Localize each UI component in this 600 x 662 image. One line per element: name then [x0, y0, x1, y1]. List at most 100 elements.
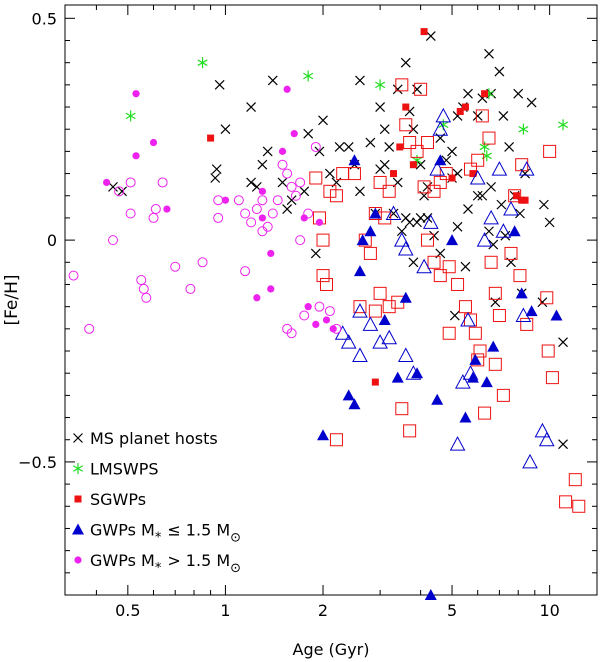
data-point: [442, 326, 456, 340]
x-tick-label: 5: [447, 601, 457, 620]
data-point: [462, 365, 479, 380]
data-point: [522, 453, 538, 469]
data-point: [476, 232, 493, 247]
data-point: [456, 107, 464, 115]
data-point: [125, 177, 136, 188]
data-point: [148, 212, 159, 223]
y-tick-label: −0.5: [18, 453, 57, 472]
data-point: [352, 347, 368, 362]
data-point: [496, 199, 507, 210]
data-point: [492, 309, 506, 323]
data-point: [471, 153, 485, 167]
data-point: [515, 307, 532, 323]
data-point: [68, 270, 79, 281]
data-point: [336, 167, 350, 181]
data-point: [312, 320, 320, 328]
data-point: [303, 128, 314, 139]
legend-label: LMSWPS: [90, 460, 159, 479]
data-point: [246, 217, 257, 228]
data-point: [463, 204, 473, 214]
data-point: [534, 422, 551, 438]
data-point: [494, 66, 505, 77]
data-point: [408, 257, 419, 268]
data-point: [368, 304, 382, 318]
data-point: [540, 291, 554, 305]
data-point: [488, 239, 499, 250]
data-point: [355, 186, 365, 197]
data-point: [504, 142, 515, 152]
data-point: [442, 260, 456, 274]
data-point: [420, 136, 434, 150]
data-point: [365, 137, 376, 148]
data-point: [446, 234, 459, 246]
data-point: [258, 214, 266, 222]
x-tick-label: 10: [539, 601, 559, 620]
data-point: [559, 495, 573, 509]
data-point: [257, 195, 268, 206]
data-point: [416, 258, 432, 274]
data-point: [324, 168, 335, 179]
data-point: [381, 329, 398, 345]
data-point: [277, 159, 288, 170]
data-point: [272, 195, 283, 206]
data-point: [488, 357, 502, 371]
data-point: [358, 233, 372, 247]
data-point: [414, 82, 428, 96]
data-point: [558, 439, 568, 450]
data-point: [290, 190, 301, 201]
data-point: [538, 431, 555, 447]
data-point: [267, 75, 278, 86]
data-point: [355, 75, 365, 86]
data-point: [283, 85, 291, 93]
data-point: [197, 57, 208, 69]
data-point: [396, 226, 407, 237]
data-point: [572, 499, 586, 513]
x-tick-label: 2: [318, 601, 328, 620]
data-point: [477, 190, 488, 201]
data-point: [486, 181, 497, 192]
data-point: [391, 371, 404, 383]
data-point: [460, 311, 476, 327]
data-point: [433, 269, 447, 283]
data-point: [412, 217, 422, 228]
data-point: [84, 323, 95, 334]
data-point: [277, 177, 288, 188]
data-point: [117, 186, 128, 197]
data-point: [483, 209, 499, 225]
data-point: [314, 301, 325, 312]
data-point: [461, 103, 469, 111]
data-point: [513, 88, 524, 99]
x-tick-label: 0.5: [115, 601, 140, 620]
data-point: [396, 143, 404, 151]
data-point: [504, 246, 518, 260]
data-point: [258, 187, 266, 195]
data-point: [352, 303, 368, 318]
data-point: [484, 48, 494, 59]
data-point: [403, 424, 417, 438]
data-point: [439, 167, 453, 181]
data-point: [240, 208, 251, 219]
data-point: [473, 344, 487, 358]
data-point: [253, 294, 261, 302]
legend-marker: [73, 433, 83, 443]
data-point: [392, 84, 403, 95]
data-point: [375, 102, 386, 112]
data-point: [251, 204, 262, 215]
data-point: [185, 283, 196, 294]
data-point: [479, 141, 490, 153]
data-point: [378, 313, 391, 325]
data-point: [402, 103, 410, 111]
data-point: [435, 107, 452, 123]
data-point: [408, 124, 419, 135]
data-point: [220, 124, 231, 135]
legend-marker: [72, 463, 84, 474]
data-point: [310, 248, 321, 259]
data-point: [521, 196, 529, 204]
data-point: [316, 269, 330, 283]
data-point: [286, 181, 297, 192]
data-point: [343, 142, 354, 152]
data-point: [278, 147, 287, 155]
data-point: [518, 123, 529, 135]
data-point: [403, 136, 417, 150]
